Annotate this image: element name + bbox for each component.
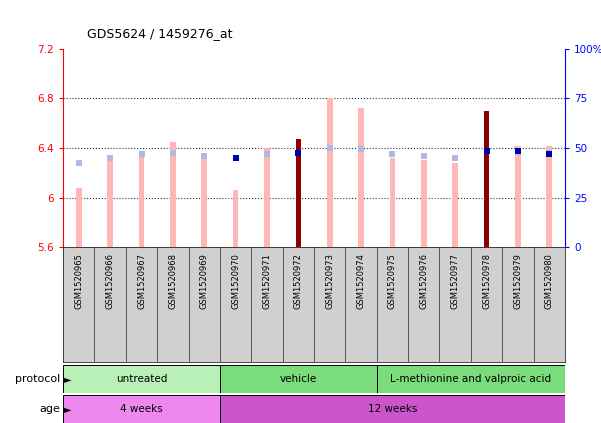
Bar (76, 188, 82, 247)
Text: GSM1520973: GSM1520973 (325, 253, 334, 309)
Bar (484, 111, 489, 247)
Text: GSM1520968: GSM1520968 (168, 253, 177, 309)
Text: 4 weeks: 4 weeks (120, 404, 163, 415)
Text: GSM1520979: GSM1520979 (513, 253, 522, 309)
Text: GSM1520969: GSM1520969 (200, 253, 209, 309)
Text: GSM1520974: GSM1520974 (356, 253, 365, 309)
Text: ►: ► (64, 374, 72, 384)
Text: GDS5624 / 1459276_at: GDS5624 / 1459276_at (87, 27, 233, 40)
Text: GSM1520972: GSM1520972 (294, 253, 303, 309)
Bar (220, 395, 565, 423)
Bar (233, 190, 239, 247)
Text: GSM1520980: GSM1520980 (545, 253, 554, 309)
Text: ►: ► (64, 404, 72, 415)
Bar (453, 163, 458, 247)
Bar (170, 142, 175, 247)
Text: GSM1520970: GSM1520970 (231, 253, 240, 309)
Bar (515, 146, 520, 247)
Text: vehicle: vehicle (279, 374, 317, 384)
Text: untreated: untreated (116, 374, 167, 384)
Bar (220, 365, 377, 393)
Bar (63, 395, 220, 423)
Text: GSM1520975: GSM1520975 (388, 253, 397, 309)
Text: GSM1520978: GSM1520978 (482, 253, 491, 309)
Bar (63, 365, 220, 393)
Bar (327, 99, 332, 247)
Bar (108, 160, 113, 247)
Bar (358, 108, 364, 247)
Bar (377, 365, 565, 393)
Bar (296, 139, 301, 247)
Text: GSM1520967: GSM1520967 (137, 253, 146, 309)
Bar (201, 158, 207, 247)
Text: L-methionine and valproic acid: L-methionine and valproic acid (390, 374, 551, 384)
Text: GSM1520965: GSM1520965 (75, 253, 84, 309)
Bar (139, 154, 144, 247)
Text: age: age (39, 404, 60, 415)
Bar (389, 158, 395, 247)
Text: GSM1520977: GSM1520977 (451, 253, 460, 309)
Bar (264, 148, 270, 247)
Text: GSM1520976: GSM1520976 (419, 253, 429, 309)
Text: GSM1520971: GSM1520971 (263, 253, 272, 309)
Text: 12 weeks: 12 weeks (368, 404, 417, 415)
Bar (421, 160, 427, 247)
Text: protocol: protocol (15, 374, 60, 384)
Text: GSM1520966: GSM1520966 (106, 253, 115, 309)
Bar (546, 146, 552, 247)
